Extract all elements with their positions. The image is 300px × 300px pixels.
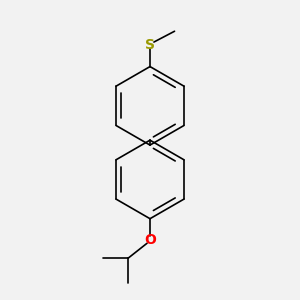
Text: S: S <box>145 38 155 52</box>
Text: O: O <box>144 233 156 247</box>
